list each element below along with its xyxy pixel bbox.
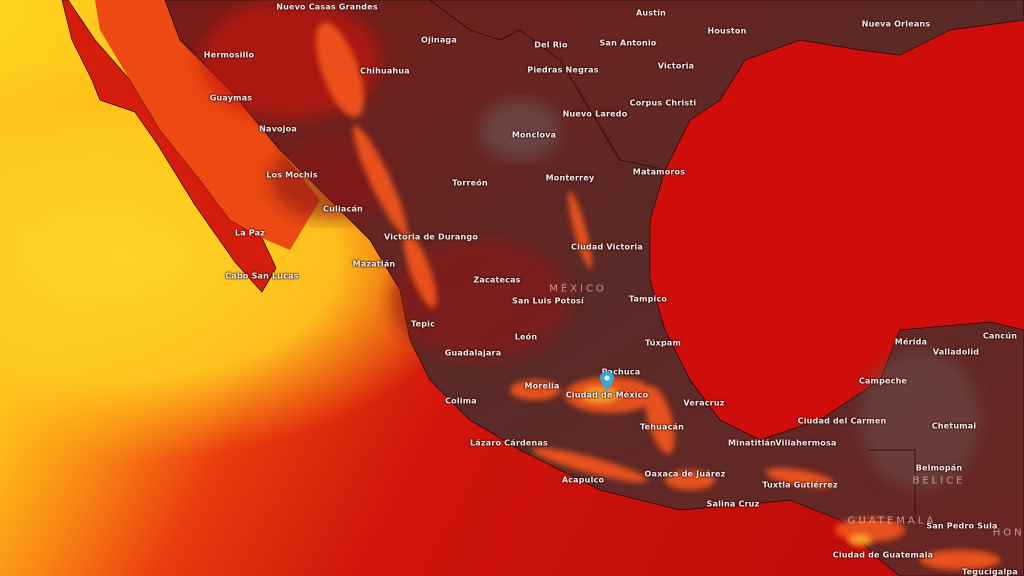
country-label: HOND bbox=[992, 527, 1024, 539]
city-label: San Pedro Sula bbox=[926, 521, 998, 531]
city-label: Monclova bbox=[511, 130, 557, 140]
city-label: Nuevo Laredo bbox=[562, 109, 628, 119]
city-label: Ciudad Victoria bbox=[571, 242, 643, 252]
location-pin-icon[interactable] bbox=[599, 370, 615, 392]
city-label: San Antonio bbox=[599, 38, 657, 48]
city-label: Nueva Orleans bbox=[861, 19, 931, 29]
city-label: Los Mochis bbox=[266, 170, 318, 180]
city-label: Veracruz bbox=[683, 398, 725, 408]
city-label: San Luis Potosí bbox=[512, 296, 584, 306]
city-label: Guaymas bbox=[209, 93, 253, 103]
city-label: Nuevo Casas Grandes bbox=[276, 2, 378, 12]
city-label: Tepic bbox=[410, 319, 436, 329]
city-label: Tehuacán bbox=[639, 422, 685, 432]
city-label: Monterrey bbox=[545, 173, 595, 183]
city-label: Chihuahua bbox=[360, 66, 410, 76]
city-label: Valladolid bbox=[932, 347, 980, 357]
city-label: Ciudad del Carmen bbox=[797, 416, 887, 426]
city-label: Campeche bbox=[858, 376, 908, 386]
city-label: Guadalajara bbox=[444, 348, 502, 358]
city-label: Ciudad de Guatemala bbox=[832, 550, 934, 560]
city-label: Belmopán bbox=[915, 463, 963, 473]
city-label: Victoria de Durango bbox=[383, 232, 479, 242]
city-label: Tampico bbox=[628, 294, 668, 304]
city-label: Túxpam bbox=[644, 338, 682, 348]
country-label: GUATEMALA bbox=[847, 515, 937, 527]
city-label: Pachuca bbox=[601, 367, 641, 377]
city-label: Lázaro Cárdenas bbox=[470, 438, 548, 448]
city-label: Oaxaca de Juárez bbox=[644, 469, 726, 479]
city-label: Minatitlán bbox=[727, 438, 777, 448]
city-label: Colima bbox=[445, 396, 477, 406]
city-label: La Paz bbox=[234, 228, 266, 238]
city-label: Piedras Negras bbox=[527, 65, 599, 75]
city-label: Navojoa bbox=[259, 124, 297, 134]
city-label: Zacatecas bbox=[473, 275, 521, 285]
city-label: Tegucigalpa bbox=[962, 567, 1018, 576]
city-label: Acapulco bbox=[561, 475, 605, 485]
city-label: León bbox=[514, 332, 538, 342]
city-label: Chetumal bbox=[931, 421, 977, 431]
city-label: Matamoros bbox=[632, 167, 686, 177]
city-label: Cancún bbox=[982, 331, 1018, 341]
city-label: Torreón bbox=[452, 178, 488, 188]
city-label: Austin bbox=[635, 8, 667, 18]
city-label: Villahermosa bbox=[775, 438, 837, 448]
city-label: Ojinaga bbox=[421, 35, 457, 45]
city-label: Del Rio bbox=[534, 40, 568, 50]
country-label: BELICE bbox=[912, 475, 966, 487]
city-label: Morelia bbox=[524, 381, 560, 391]
city-label: Tuxtla Gutiérrez bbox=[762, 480, 838, 490]
country-label: MÉXICO bbox=[549, 283, 607, 295]
city-label: Hermosillo bbox=[203, 50, 255, 60]
city-label: Culiacán bbox=[323, 204, 363, 214]
city-label: Ciudad de México bbox=[565, 390, 649, 400]
city-label: Cabo San Lucas bbox=[225, 271, 299, 281]
city-label: Houston bbox=[707, 26, 747, 36]
city-label: Salina Cruz bbox=[706, 499, 760, 509]
city-label: Mérida bbox=[894, 337, 928, 347]
city-label: Corpus Christi bbox=[629, 98, 697, 108]
city-label: Victoria bbox=[657, 61, 695, 71]
city-label: Mazatlán bbox=[352, 259, 396, 269]
